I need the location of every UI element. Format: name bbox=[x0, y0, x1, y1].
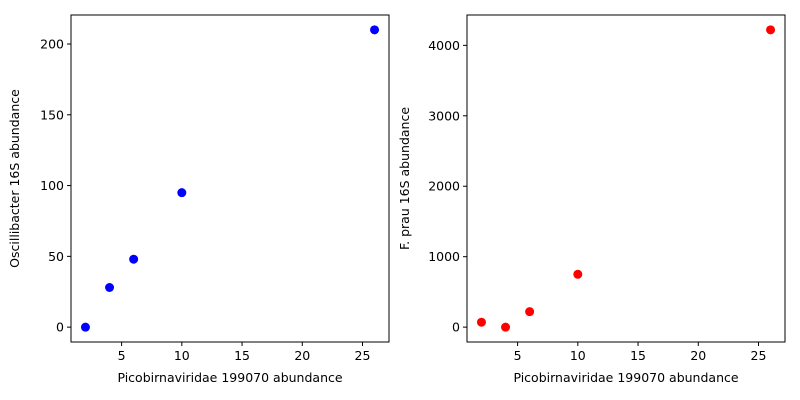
x-tick-label: 20 bbox=[690, 348, 706, 363]
x-tick-label: 25 bbox=[751, 348, 767, 363]
data-point bbox=[766, 25, 776, 35]
y-axis-label: F. prau 16S abundance bbox=[397, 107, 412, 250]
x-tick-label: 10 bbox=[570, 348, 586, 363]
data-point bbox=[525, 307, 535, 317]
data-point bbox=[177, 188, 187, 198]
left-scatter-panel: 5 10 15 20 25 0 50 100 150 200 Picobirnaviridae 19… bbox=[7, 14, 390, 385]
x-tick-label: 5 bbox=[118, 348, 126, 363]
x-axis-label: Picobirnaviridae 199070 abundance bbox=[513, 370, 738, 385]
x-tick-label: 20 bbox=[294, 348, 310, 363]
plot-area-frame bbox=[466, 14, 786, 343]
data-point bbox=[573, 269, 583, 279]
y-tick-label: 1000 bbox=[428, 249, 460, 264]
data-point bbox=[370, 25, 380, 35]
x-tick-label: 5 bbox=[514, 348, 522, 363]
y-tick-label: 200 bbox=[40, 37, 64, 52]
x-axis-label: Picobirnaviridae 199070 abundance bbox=[117, 370, 342, 385]
y-axis-label: Oscillibacter 16S abundance bbox=[7, 89, 22, 268]
y-tick-label: 50 bbox=[48, 249, 64, 264]
data-point bbox=[80, 322, 90, 332]
x-tick-label: 15 bbox=[630, 348, 646, 363]
data-point bbox=[501, 322, 511, 332]
data-point bbox=[105, 283, 115, 292]
right-scatter-panel: 5 10 15 20 25 0 1000 2000 3000 4000 Picobirnavirid… bbox=[397, 14, 786, 385]
y-tick-label: 4000 bbox=[428, 38, 460, 53]
y-tick-label: 0 bbox=[452, 320, 460, 335]
y-tick-label: 3000 bbox=[428, 108, 460, 123]
x-tick-label: 15 bbox=[234, 348, 250, 363]
y-tick-label: 0 bbox=[56, 320, 64, 335]
data-point bbox=[476, 317, 486, 327]
y-tick-label: 150 bbox=[40, 107, 64, 122]
data-point bbox=[129, 254, 139, 264]
y-tick-label: 2000 bbox=[428, 179, 460, 194]
y-tick-label: 100 bbox=[40, 178, 64, 193]
plot-area-frame bbox=[70, 14, 390, 343]
x-tick-label: 10 bbox=[174, 348, 190, 363]
x-tick-label: 25 bbox=[355, 348, 371, 363]
